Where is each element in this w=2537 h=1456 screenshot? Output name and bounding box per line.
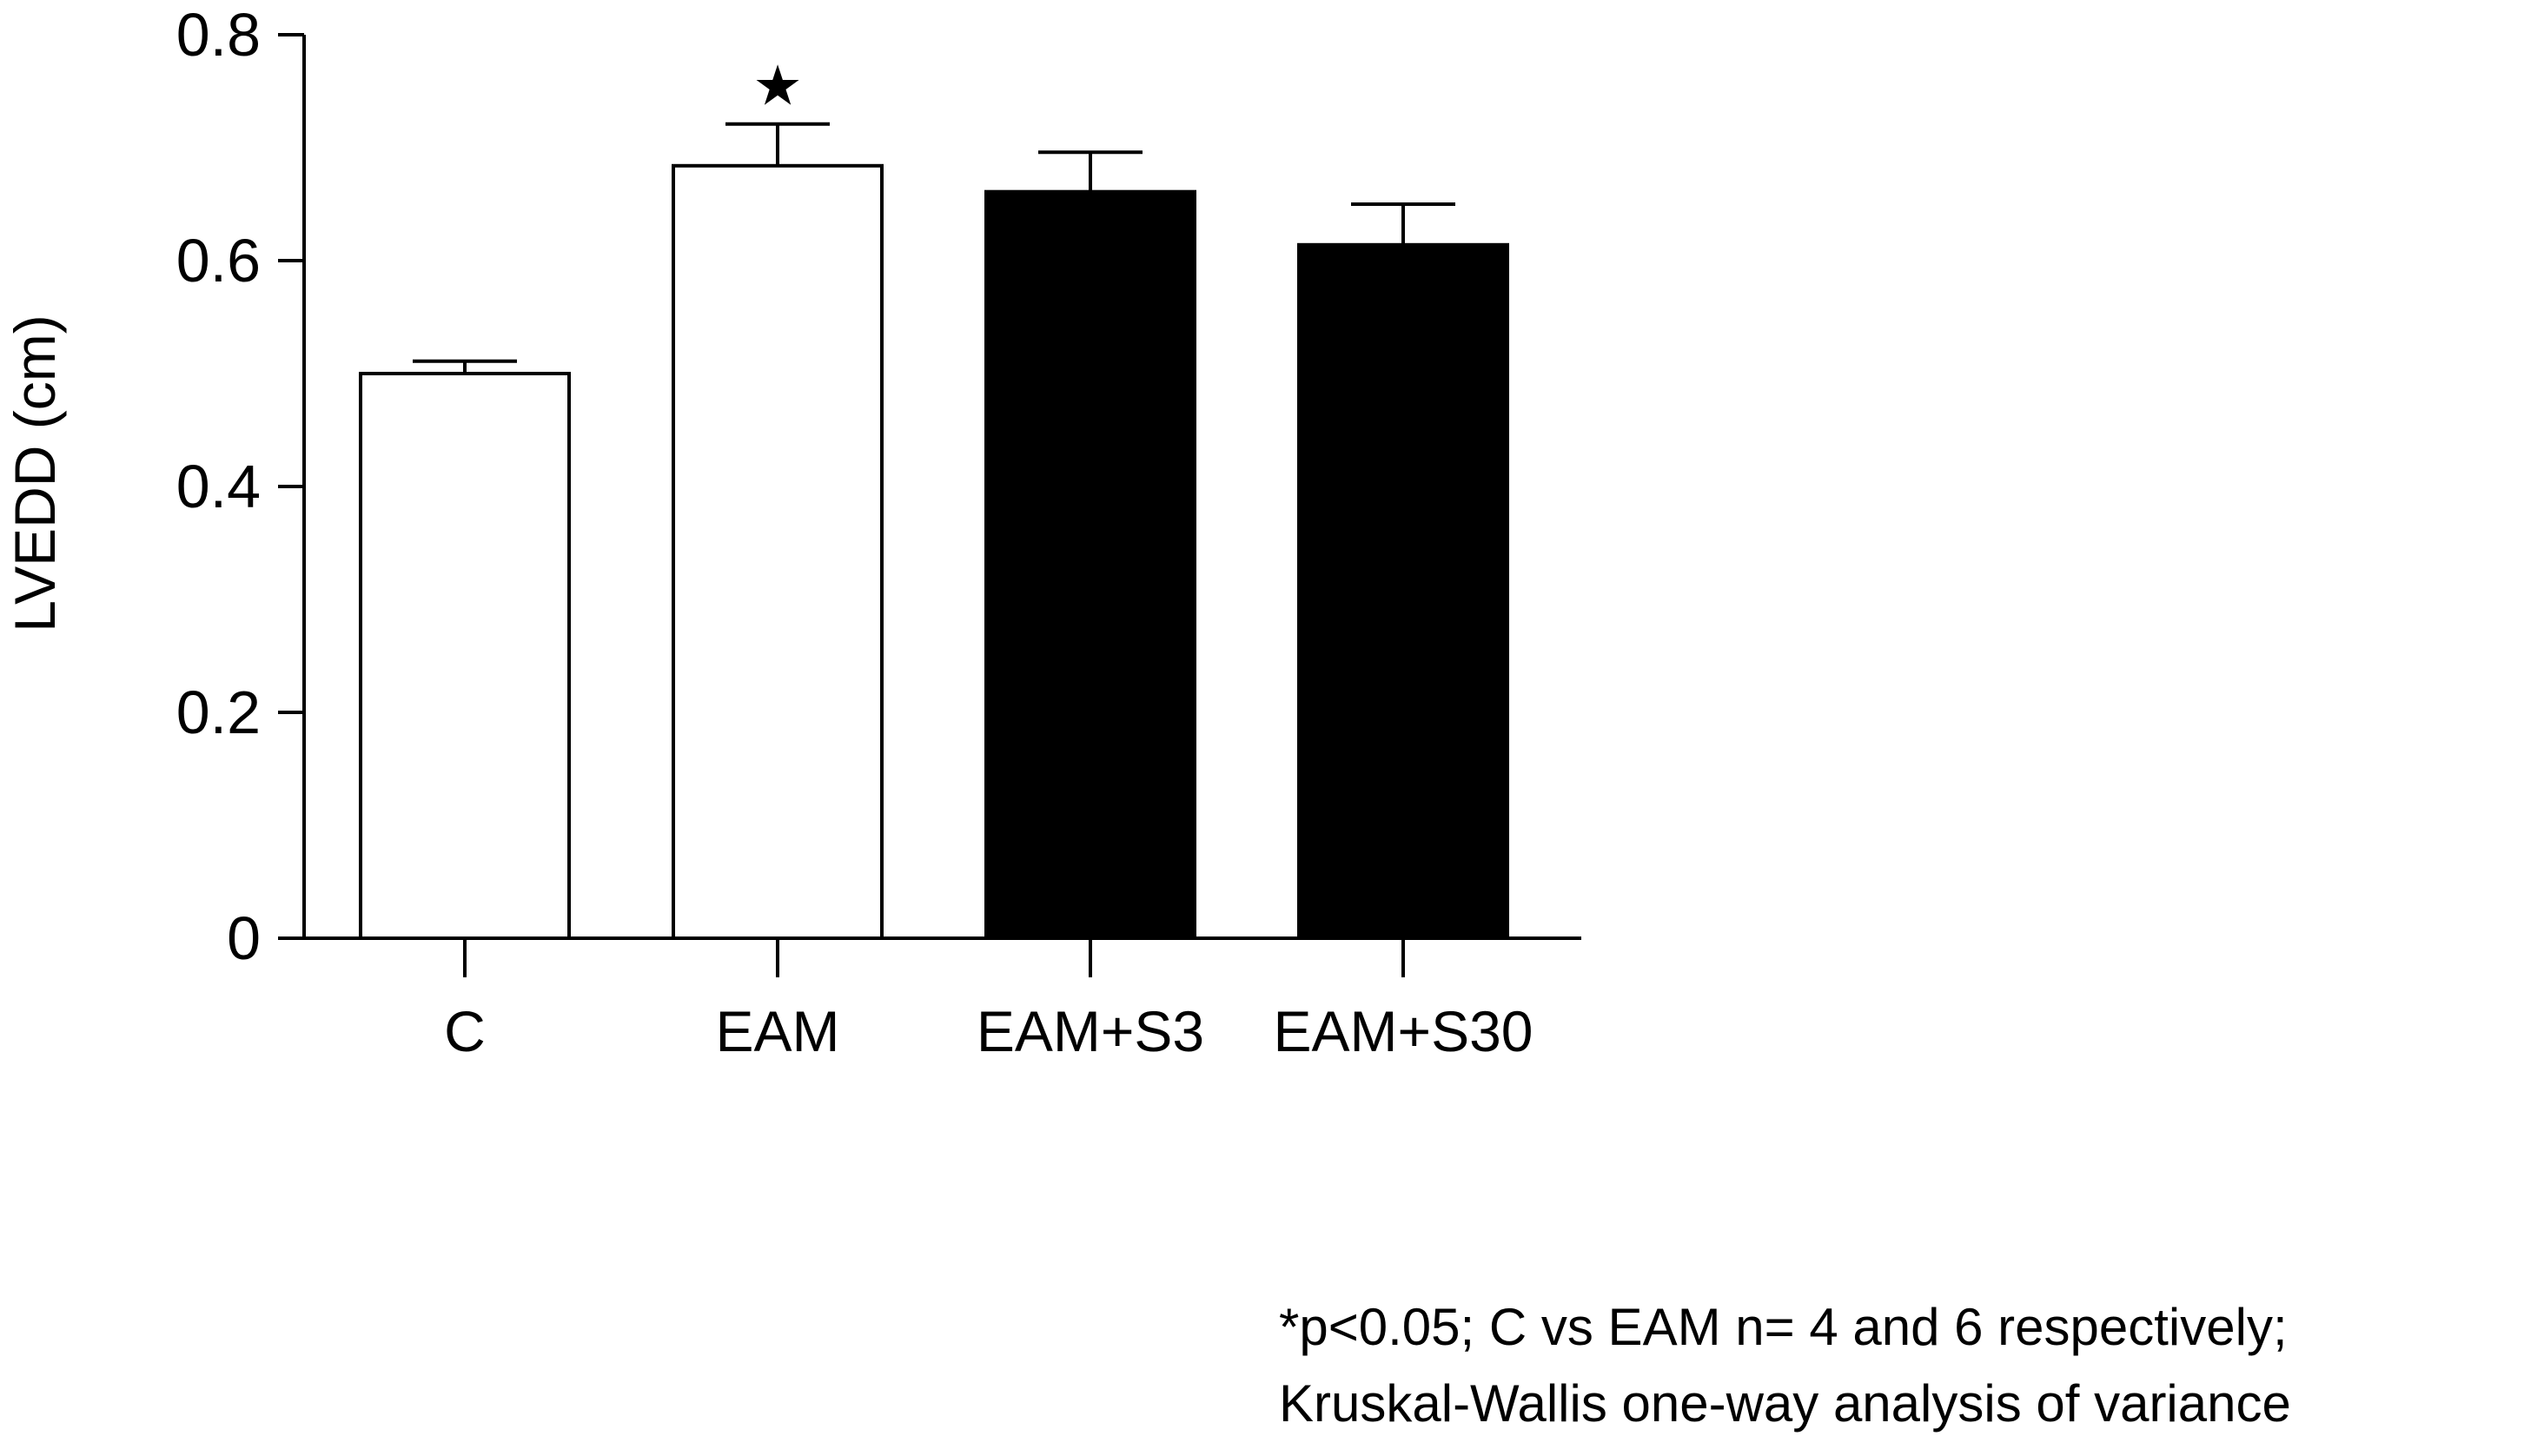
bar-3 bbox=[1297, 242, 1509, 940]
axes bbox=[278, 35, 1581, 940]
x-tick-label-1: EAM bbox=[715, 999, 839, 1063]
bar-2 bbox=[984, 189, 1196, 940]
x-tick-label-3: EAM+S30 bbox=[1274, 999, 1533, 1063]
x-tick-label-0: C bbox=[444, 999, 486, 1063]
y-axis-title: LVEDD (cm) bbox=[3, 314, 67, 632]
plot-area: 0 0.2 0.4 0.6 0.8 C EAM EAM+S3 EAM+S30 ★ bbox=[176, 1, 1533, 1063]
x-tick-label-2: EAM+S3 bbox=[977, 999, 1204, 1063]
y-tick-label-1: 0.2 bbox=[176, 678, 261, 746]
y-tick-label-4: 0.8 bbox=[176, 1, 261, 69]
y-tick-label-0: 0 bbox=[227, 904, 261, 972]
footnote: *p<0.05; C vs EAM n= 4 and 6 respectivel… bbox=[1279, 1298, 2291, 1433]
y-tick-label-3: 0.6 bbox=[176, 227, 261, 295]
y-tick-label-2: 0.4 bbox=[176, 453, 261, 520]
significance-marker-0: ★ bbox=[752, 55, 802, 117]
footnote-line-2: Kruskal-Wallis one-way analysis of varia… bbox=[1279, 1374, 2291, 1433]
bar-0 bbox=[359, 372, 571, 940]
bar-1 bbox=[672, 163, 884, 941]
footnote-line-1: *p<0.05; C vs EAM n= 4 and 6 respectivel… bbox=[1279, 1298, 2288, 1356]
